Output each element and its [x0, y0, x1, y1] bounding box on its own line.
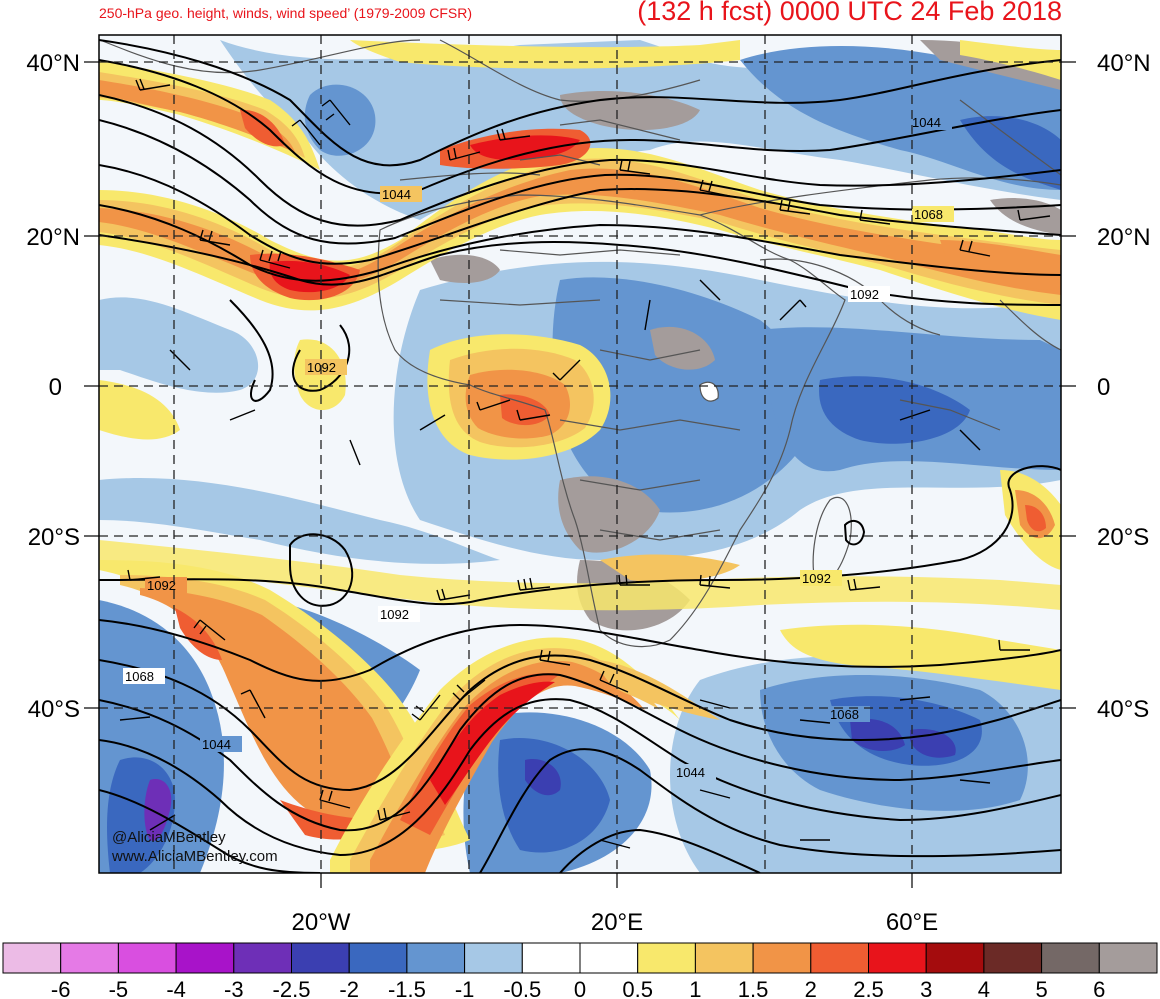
colorbar-tick-label: 0.5	[622, 977, 653, 999]
colorbar-swatch	[637, 942, 696, 974]
contour-label: 1044	[202, 737, 231, 752]
contour-label: 1044	[912, 115, 941, 130]
contour-label: 1068	[830, 707, 859, 722]
colorbar-tick-label: -1	[455, 977, 475, 999]
colorbar-tick-label: -1.5	[388, 977, 426, 999]
colorbar-swatch	[464, 942, 523, 974]
lat-label-40s-left: 40°S	[28, 696, 80, 723]
colorbar-swatch	[175, 942, 235, 974]
colorbar-swatch	[752, 942, 812, 974]
colorbar-swatch	[579, 942, 639, 974]
colorbar: -6 -5 -4 -3 -2.5 -2 -1.5 -1 -0.5 0 0.5 1 1.5 2 2.5 3 4 5 6	[2, 942, 1158, 999]
lat-label-20n-right: 20°N	[1097, 224, 1151, 251]
colorbar-swatch	[983, 942, 1043, 974]
colorbar-swatch	[521, 942, 581, 974]
colorbar-tick-label: -2.5	[273, 977, 311, 999]
lon-label-20e: 20°E	[591, 909, 643, 936]
contour-label: 1068	[914, 207, 943, 222]
lat-label-20s-left: 20°S	[28, 524, 80, 551]
colorbar-tick-label: 0	[574, 977, 586, 999]
lat-label-40s-right: 40°S	[1097, 696, 1149, 723]
lat-labels: 40°N 20°N 0 20°S 40°S 40°N 20°N 0 20°S 4…	[26, 50, 1150, 723]
colorbar-swatch	[117, 942, 177, 974]
colorbar-tick-label: -0.5	[503, 977, 541, 999]
lat-label-40n-right: 40°N	[1097, 50, 1151, 77]
colorbar-tick-label: -5	[109, 977, 129, 999]
lat-label-40n-left: 40°N	[26, 50, 80, 77]
lon-label-60e: 60°E	[886, 909, 938, 936]
colorbar-swatch	[694, 942, 754, 974]
colorbar-tick-label: 1.5	[738, 977, 769, 999]
credit-website: www.AliciaMBentley.com	[112, 848, 278, 865]
contour-label: 1092	[147, 578, 176, 593]
contour-label: 1092	[850, 287, 879, 302]
graticule	[99, 35, 1061, 873]
contour-label: 1044	[676, 765, 705, 780]
colorbar-tick-label: 1	[689, 977, 701, 999]
lat-label-20s-right: 20°S	[1097, 524, 1149, 551]
colorbar-swatch	[2, 942, 62, 974]
contour-label: 1092	[802, 571, 831, 586]
colorbar-tick-label: -4	[166, 977, 186, 999]
axis-ticks	[84, 61, 1076, 888]
lon-labels: 20°W 20°E 60°E	[292, 909, 939, 936]
contour-label: 1044	[382, 187, 411, 202]
colorbar-swatch	[810, 942, 869, 974]
plot-frame	[98, 34, 1062, 874]
colorbar-swatch	[868, 942, 927, 974]
colorbar-tick-label: 3	[920, 977, 932, 999]
map-title: 250-hPa geo. height, winds, wind speed’ …	[99, 5, 473, 21]
shading-layer	[99, 35, 1061, 873]
coastlines	[99, 39, 1061, 648]
colorbar-swatch	[1098, 942, 1158, 974]
lat-label-20n-left: 20°N	[26, 224, 80, 251]
colorbar-tick-label: -6	[51, 977, 71, 999]
lat-label-0-right: 0	[1097, 374, 1110, 401]
lat-label-0-left: 0	[49, 374, 62, 401]
colorbar-tick-label: -3	[224, 977, 244, 999]
colorbar-tick-label: 4	[978, 977, 990, 999]
contour-label: 1068	[125, 669, 154, 684]
colorbar-swatch	[1041, 942, 1100, 974]
colorbar-tick-label: 2.5	[853, 977, 884, 999]
colorbar-swatch	[60, 942, 119, 974]
contour-label-group: 1044 1068 1092 1092 1092 1092 1068 1044 …	[123, 114, 954, 780]
colorbar-swatch	[348, 942, 408, 974]
contour-label: 1092	[380, 607, 409, 622]
colorbar-swatch	[233, 942, 293, 974]
wind-barbs	[119, 78, 1051, 849]
credit-handle: @AliciaMBentley	[112, 829, 226, 846]
colorbar-swatch	[925, 942, 985, 974]
colorbar-tick-label: 5	[1035, 977, 1047, 999]
lon-label-20w: 20°W	[292, 909, 351, 936]
colorbar-tick-label: 6	[1093, 977, 1105, 999]
colorbar-tick-label: 2	[805, 977, 817, 999]
colorbar-tick-label: -2	[339, 977, 359, 999]
colorbar-swatch	[406, 942, 466, 974]
forecast-time-title: (132 h fcst) 0000 UTC 24 Feb 2018	[637, 0, 1062, 26]
colorbar-swatch	[291, 942, 350, 974]
